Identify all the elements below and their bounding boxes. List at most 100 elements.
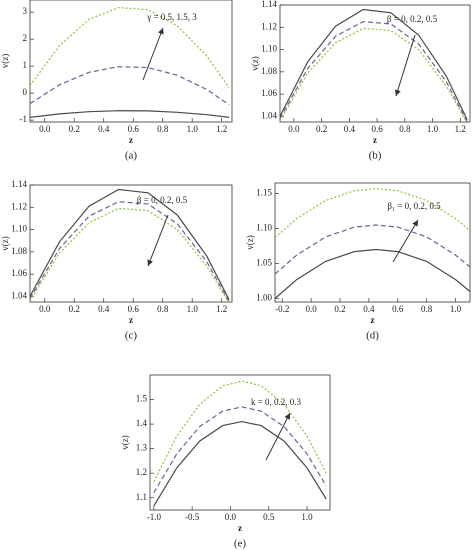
y-tick-label: 1.10 [256, 223, 272, 233]
y-tick-label: 1.04 [11, 290, 27, 300]
x-tick-label: 0.2 [316, 124, 327, 134]
y-tick-label: 3 [23, 6, 28, 16]
y-tick-label: 1.10 [11, 224, 27, 234]
x-tick-label: 0.4 [363, 304, 375, 314]
y-axis-label: v(z) [0, 54, 10, 69]
x-tick-label: 0.8 [157, 124, 169, 134]
series-line [274, 224, 471, 275]
y-tick-label: 1.12 [261, 21, 277, 31]
series-line [274, 187, 471, 239]
arrow [392, 219, 419, 263]
plot-frame [274, 182, 471, 303]
series-line [29, 66, 230, 106]
x-tick-label: 1.0 [187, 124, 199, 134]
caption: (c) [125, 330, 138, 342]
y-axis-label: v(z) [245, 235, 255, 250]
x-tick-label: 0.5 [263, 512, 275, 522]
x-tick-label: 1.0 [187, 304, 199, 314]
x-tick-label: 0.6 [371, 124, 383, 134]
plot-frame [29, 184, 233, 303]
x-tick-label: 0.8 [399, 124, 411, 134]
x-axis-label: z [129, 315, 133, 325]
plot-frame [279, 4, 471, 123]
x-tick-label: 0.6 [128, 304, 140, 314]
caption: (d) [366, 330, 379, 342]
y-tick-label: 1.15 [256, 188, 272, 198]
series-line [279, 8, 468, 121]
y-tick-label: 1.00 [256, 293, 272, 303]
y-tick-label: 1.06 [261, 88, 277, 98]
arrow [142, 27, 164, 81]
series-line [274, 248, 471, 299]
x-tick-label: 0.2 [69, 124, 80, 134]
annotation: β = 0, 0.2, 0.5 [137, 195, 188, 205]
x-tick-label: 0.0 [288, 124, 300, 134]
y-tick-label: 1.08 [11, 246, 27, 256]
caption: (e) [234, 538, 247, 550]
plot-frame [29, 0, 233, 123]
y-tick-label: 1.04 [261, 110, 277, 120]
y-axis-label: v(z) [0, 236, 10, 251]
y-tick-label: 1.2 [136, 467, 147, 477]
arrow [394, 34, 416, 97]
series-line [29, 201, 230, 303]
y-tick-label: 1.06 [11, 268, 27, 278]
series-line [153, 406, 327, 494]
x-tick-label: 0.2 [334, 304, 345, 314]
x-tick-label: 0.0 [39, 304, 51, 314]
y-tick-label: 1.3 [136, 443, 148, 453]
x-tick-label: 0.0 [305, 304, 317, 314]
x-axis-label: z [371, 315, 375, 325]
x-tick-label: 0.4 [344, 124, 356, 134]
y-tick-label: 1.4 [136, 418, 148, 428]
series-line [153, 380, 327, 483]
x-tick-label: 0.4 [98, 124, 110, 134]
y-axis-label: v(z) [120, 435, 130, 450]
x-tick-label: 1.0 [427, 124, 439, 134]
plot-frame [149, 374, 331, 511]
y-tick-label: 2 [23, 33, 28, 43]
series-line [153, 420, 327, 507]
x-tick-label: 1.2 [455, 124, 466, 134]
series-line [279, 21, 468, 123]
annotation: k = 0, 0.2, 0.3 [251, 397, 302, 407]
y-tick-label: 1.14 [261, 0, 277, 9]
x-tick-label: 0.8 [421, 304, 433, 314]
y-tick-label: 1.5 [136, 394, 148, 404]
x-tick-label: 0.2 [69, 304, 80, 314]
x-tick-label: -0.5 [185, 512, 200, 522]
y-axis-label: v(z) [250, 56, 260, 71]
x-tick-label: 0.0 [225, 512, 237, 522]
x-tick-label: -1.0 [147, 512, 162, 522]
x-axis-label: z [129, 135, 133, 145]
arrow [265, 412, 291, 461]
annotation: β = 0, 0.2, 0.5 [387, 14, 438, 24]
annotation: β₁ = 0, 0.2, 0.5 [387, 201, 441, 211]
y-tick-label: -1 [20, 114, 28, 124]
x-tick-label: 0.0 [39, 124, 51, 134]
series-line [29, 110, 230, 118]
x-tick-label: 0.8 [157, 304, 169, 314]
y-tick-label: 1 [23, 60, 28, 70]
y-tick-label: 1.12 [11, 201, 27, 211]
x-tick-label: 1.0 [450, 304, 462, 314]
series-line [279, 27, 468, 124]
y-tick-label: 1.14 [11, 179, 27, 189]
x-tick-label: 1.2 [216, 124, 227, 134]
y-tick-label: 1.08 [261, 66, 277, 76]
y-tick-label: 1.10 [261, 44, 277, 54]
x-tick-label: 1.0 [301, 512, 313, 522]
x-axis-label: z [373, 135, 377, 145]
x-tick-label: 0.6 [392, 304, 404, 314]
x-axis-label: z [238, 523, 242, 533]
x-tick-label: 1.2 [216, 304, 227, 314]
caption: (a) [125, 150, 138, 162]
series-line [29, 207, 230, 304]
y-tick-label: 1.1 [136, 492, 147, 502]
x-tick-label: 0.6 [128, 124, 140, 134]
y-tick-label: 1.05 [256, 258, 272, 268]
series-line [29, 188, 230, 301]
x-tick-label: 0.4 [98, 304, 110, 314]
caption: (b) [369, 150, 382, 162]
